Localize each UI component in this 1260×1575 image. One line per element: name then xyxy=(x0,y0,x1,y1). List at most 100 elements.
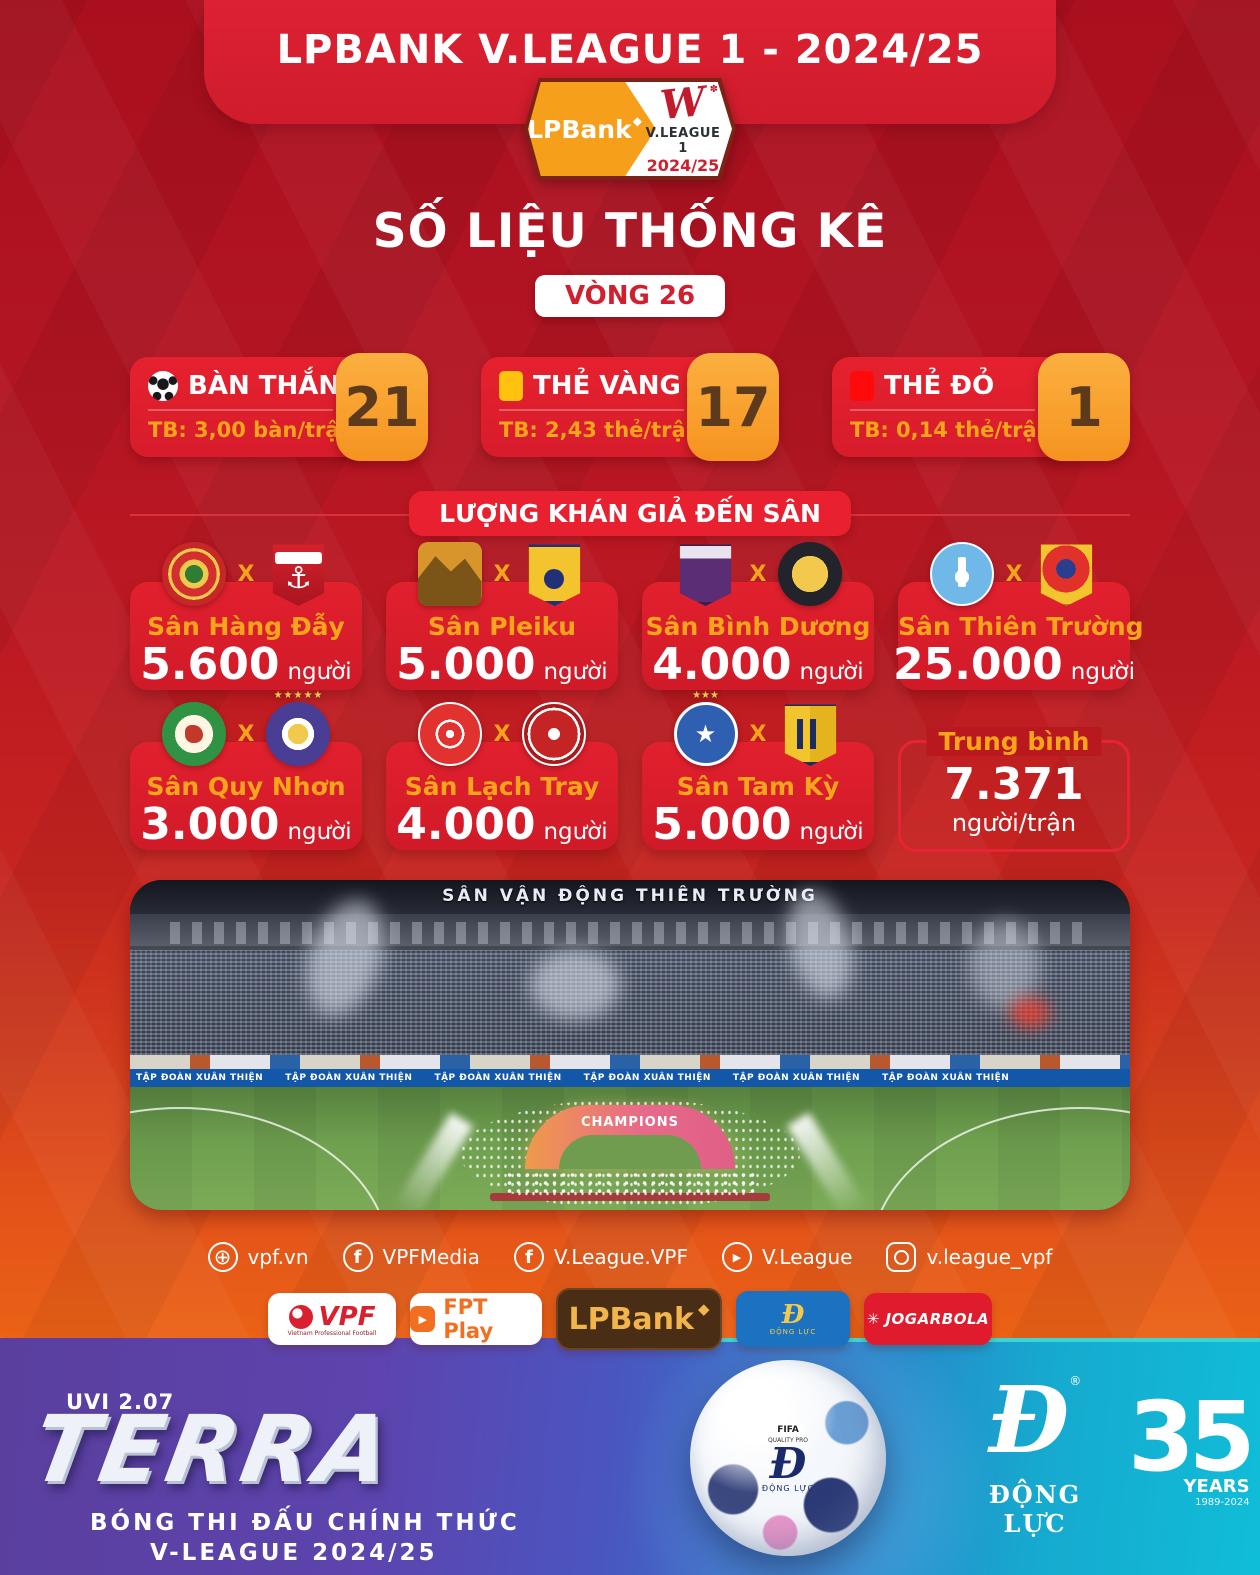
soccer-ball-icon xyxy=(148,371,178,401)
ad-text: TẬP ĐOÀN XUÂN THIỆN xyxy=(882,1073,1010,1083)
attendance-value-row: 25.000 người xyxy=(893,643,1135,687)
vs-label: X xyxy=(493,721,511,747)
stat-card-red-cards: THẺ ĐỎ TB: 0,14 thẻ/trận 1 xyxy=(832,353,1130,461)
vs-label: X xyxy=(493,561,511,587)
dong-luc-logo: Đ® ĐỘNG LỰC xyxy=(960,1374,1110,1538)
dong-luc-script-icon: Đ xyxy=(781,1300,805,1330)
attendance-value: 5.000 xyxy=(396,639,536,690)
attendance-section-title: LƯỢNG KHÁN GIẢ ĐẾN SÂN xyxy=(409,491,851,536)
lpbank-wordmark: LPBank xyxy=(568,1301,694,1337)
attendance-value-row: 5.600 người xyxy=(130,643,362,687)
badge-league-name: V.LEAGUE 1 xyxy=(645,126,721,156)
divider xyxy=(850,409,1035,411)
youtube-icon xyxy=(721,1242,752,1272)
match-logos: X xyxy=(898,542,1130,606)
champions-arch: CHAMPIONS xyxy=(525,1105,735,1169)
terra-logo: TERRA xyxy=(24,1396,403,1503)
champions-label: CHAMPIONS xyxy=(580,1115,680,1130)
stadium-name: Sân Tam Kỳ xyxy=(676,772,840,801)
match-logos: X xyxy=(130,542,362,606)
stat-red-label: THẺ ĐỎ xyxy=(884,371,995,401)
stat-red-value: 1 xyxy=(1065,375,1103,439)
match-logos: X xyxy=(130,690,362,766)
poster-content: LPBANK V.LEAGUE 1 - 2024/25 LPBank ◆ ✽ W… xyxy=(0,0,1260,1350)
stat-yellow-header: THẺ VÀNG xyxy=(499,371,709,401)
stadium-name: Sân Thiên Trường xyxy=(898,612,1144,641)
average-unit: người/trận xyxy=(951,809,1077,837)
badge-season: 2024/25 xyxy=(646,156,720,175)
vpf-ball-icon xyxy=(288,1304,313,1329)
fifa-quality-sub: QUALITY PRO xyxy=(767,1436,809,1444)
logo-ho-chi-minh-city xyxy=(522,702,587,766)
stadium-name: Sân Pleiku xyxy=(427,612,577,641)
jogarbola-wordmark: JOGARBOLA xyxy=(885,1310,990,1328)
social-label: vpf.vn xyxy=(247,1245,309,1269)
official-ball-line1: BÓNG THI ĐẤU CHÍNH THỨC xyxy=(90,1510,520,1536)
lpbank-diamond-icon: ◆ xyxy=(632,114,642,128)
vs-label: X xyxy=(749,561,767,587)
facebook-icon xyxy=(513,1242,544,1272)
ball-model-label: UVI 2.07 xyxy=(66,1390,175,1414)
attendance-value-row: 4.000 người xyxy=(386,803,618,847)
sponsor-lpbank: LPBank ◆ xyxy=(556,1288,722,1350)
social-item-youtube: V.League xyxy=(721,1242,853,1272)
attendance-value: 4.000 xyxy=(652,639,792,690)
stat-red-value-box: 1 xyxy=(1038,353,1130,461)
pitch-line xyxy=(130,1107,390,1210)
ad-text: TẬP ĐOÀN XUÂN THIỆN xyxy=(732,1073,861,1083)
stat-goals-value-box: 21 xyxy=(336,353,428,461)
attendance-value-row: 5.000 người xyxy=(642,803,874,847)
attendance-card-lach-tray: X Sân Lạch Tray 4.000 người xyxy=(386,702,618,850)
logo-ha-noi-fc xyxy=(266,690,331,766)
attendance-card-binh-duong: X Sân Bình Dương 4.000 người xyxy=(642,542,874,690)
stat-card-goals: BÀN THẮNG TB: 3,00 bàn/trận 21 xyxy=(130,353,428,461)
smoke-plume xyxy=(970,920,1040,1010)
photo-pitch: CHAMPIONS xyxy=(130,1087,1130,1210)
photo-crowd-stands xyxy=(130,950,1130,1055)
attendance-value: 3.000 xyxy=(140,799,280,850)
logo-the-cong-viettel xyxy=(417,702,482,766)
attendance-unit: người xyxy=(799,819,864,845)
lpbank-diamond-icon: ◆ xyxy=(697,1300,710,1318)
sponsor-row: VPF Vietnam Professional Football ▶ FPT … xyxy=(0,1288,1260,1350)
instagram-icon xyxy=(886,1242,917,1272)
stat-yellow-value: 17 xyxy=(695,375,771,439)
official-ball-line2: V-LEAGUE 2024/25 xyxy=(150,1540,438,1566)
sponsor-vpf: VPF Vietnam Professional Football xyxy=(268,1293,396,1345)
vs-label: X xyxy=(237,561,255,587)
attendance-unit: người xyxy=(799,659,864,685)
logo-hai-phong xyxy=(272,544,325,606)
yellow-card-icon xyxy=(499,371,523,401)
logo-quang-nam xyxy=(528,544,581,606)
attendance-value: 5.600 xyxy=(140,639,280,690)
match-logos: X xyxy=(386,702,618,766)
social-label: VPFMedia xyxy=(382,1245,480,1269)
vs-label: X xyxy=(237,721,255,747)
match-logos: X xyxy=(642,542,874,606)
attendance-unit: người xyxy=(1070,659,1136,685)
dong-luc-label: ĐỘNG LỰC xyxy=(769,1328,817,1336)
badge-lpbank-panel: LPBank ◆ xyxy=(528,82,656,176)
anniversary-number: 35 xyxy=(1128,1381,1256,1493)
fpt-play-wordmark: FPT Play xyxy=(443,1295,494,1343)
attendance-unit: người xyxy=(543,819,608,845)
social-item-instagram: v.league_vpf xyxy=(886,1242,1052,1272)
ad-board-strip-blue: TẬP ĐOÀN XUÂN THIỆN TẬP ĐOÀN XUÂN THIỆN … xyxy=(130,1069,1130,1087)
fifa-quality-label: FIFA xyxy=(772,1423,804,1436)
dong-luc-script-icon: Đ xyxy=(988,1366,1070,1474)
lpbank-wordmark: LPBank xyxy=(527,114,632,144)
social-label: V.League xyxy=(761,1245,853,1269)
red-card-icon xyxy=(850,371,874,401)
logo-thep-xanh-nam-dinh xyxy=(929,542,994,606)
social-item-website: vpf.vn xyxy=(207,1242,309,1272)
photo-grandstand-building xyxy=(130,914,1130,950)
match-logos: X xyxy=(642,690,874,766)
sponsor-jogarbola: ✳ JOGARBOLA xyxy=(864,1293,992,1345)
social-item-facebook-vpf: VPFMedia xyxy=(342,1242,480,1272)
divider xyxy=(148,409,333,411)
play-icon: ▶ xyxy=(410,1306,436,1332)
stat-goals-value: 21 xyxy=(344,375,420,439)
vs-label: X xyxy=(749,721,767,747)
stat-goals-header: BÀN THẮNG xyxy=(148,371,361,401)
vpf-subtitle: Vietnam Professional Football xyxy=(287,1329,377,1337)
